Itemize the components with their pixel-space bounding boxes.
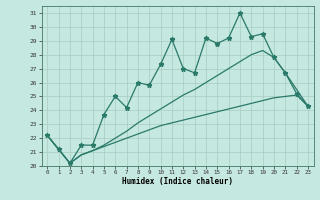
X-axis label: Humidex (Indice chaleur): Humidex (Indice chaleur)	[122, 177, 233, 186]
